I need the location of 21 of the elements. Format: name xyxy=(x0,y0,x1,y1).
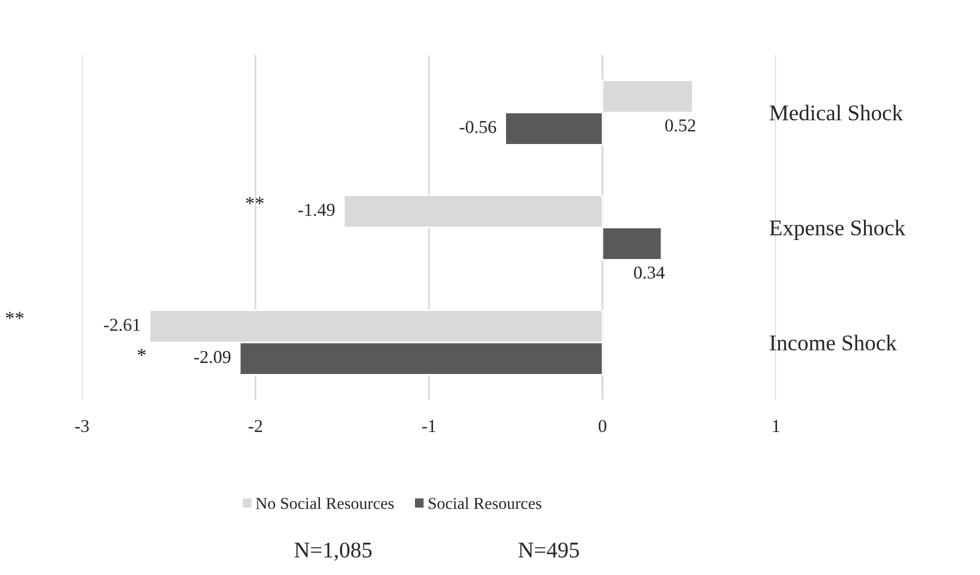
legend-label: Social Resources xyxy=(428,497,542,510)
x-tick-label: -3 xyxy=(75,420,89,432)
y-tick-label: Medical Shock xyxy=(770,104,903,120)
annotation: * xyxy=(138,348,146,356)
data-label: -2.09 xyxy=(194,350,230,364)
text: N=495 xyxy=(518,542,579,558)
legend-label: No Social Resources xyxy=(256,497,394,510)
data-label: -1.49 xyxy=(298,204,335,216)
data-label: 0.34 xyxy=(634,266,665,279)
y-tick-label: Income Shock xyxy=(770,334,897,350)
x-tick-label: -1 xyxy=(422,420,436,432)
data-label: -0.56 xyxy=(460,120,496,134)
x-tick-label: 1 xyxy=(773,420,780,432)
text: N=1,085 xyxy=(294,542,372,561)
y-tick-label: Expense Shock xyxy=(770,220,906,240)
annotation: ** xyxy=(246,197,264,204)
x-tick-label: -2 xyxy=(248,420,262,432)
text: ** xyxy=(6,312,24,320)
data-label: -2.61 xyxy=(104,318,140,331)
x-tick-label: 0 xyxy=(598,420,606,432)
data-label: 0.52 xyxy=(665,119,696,132)
